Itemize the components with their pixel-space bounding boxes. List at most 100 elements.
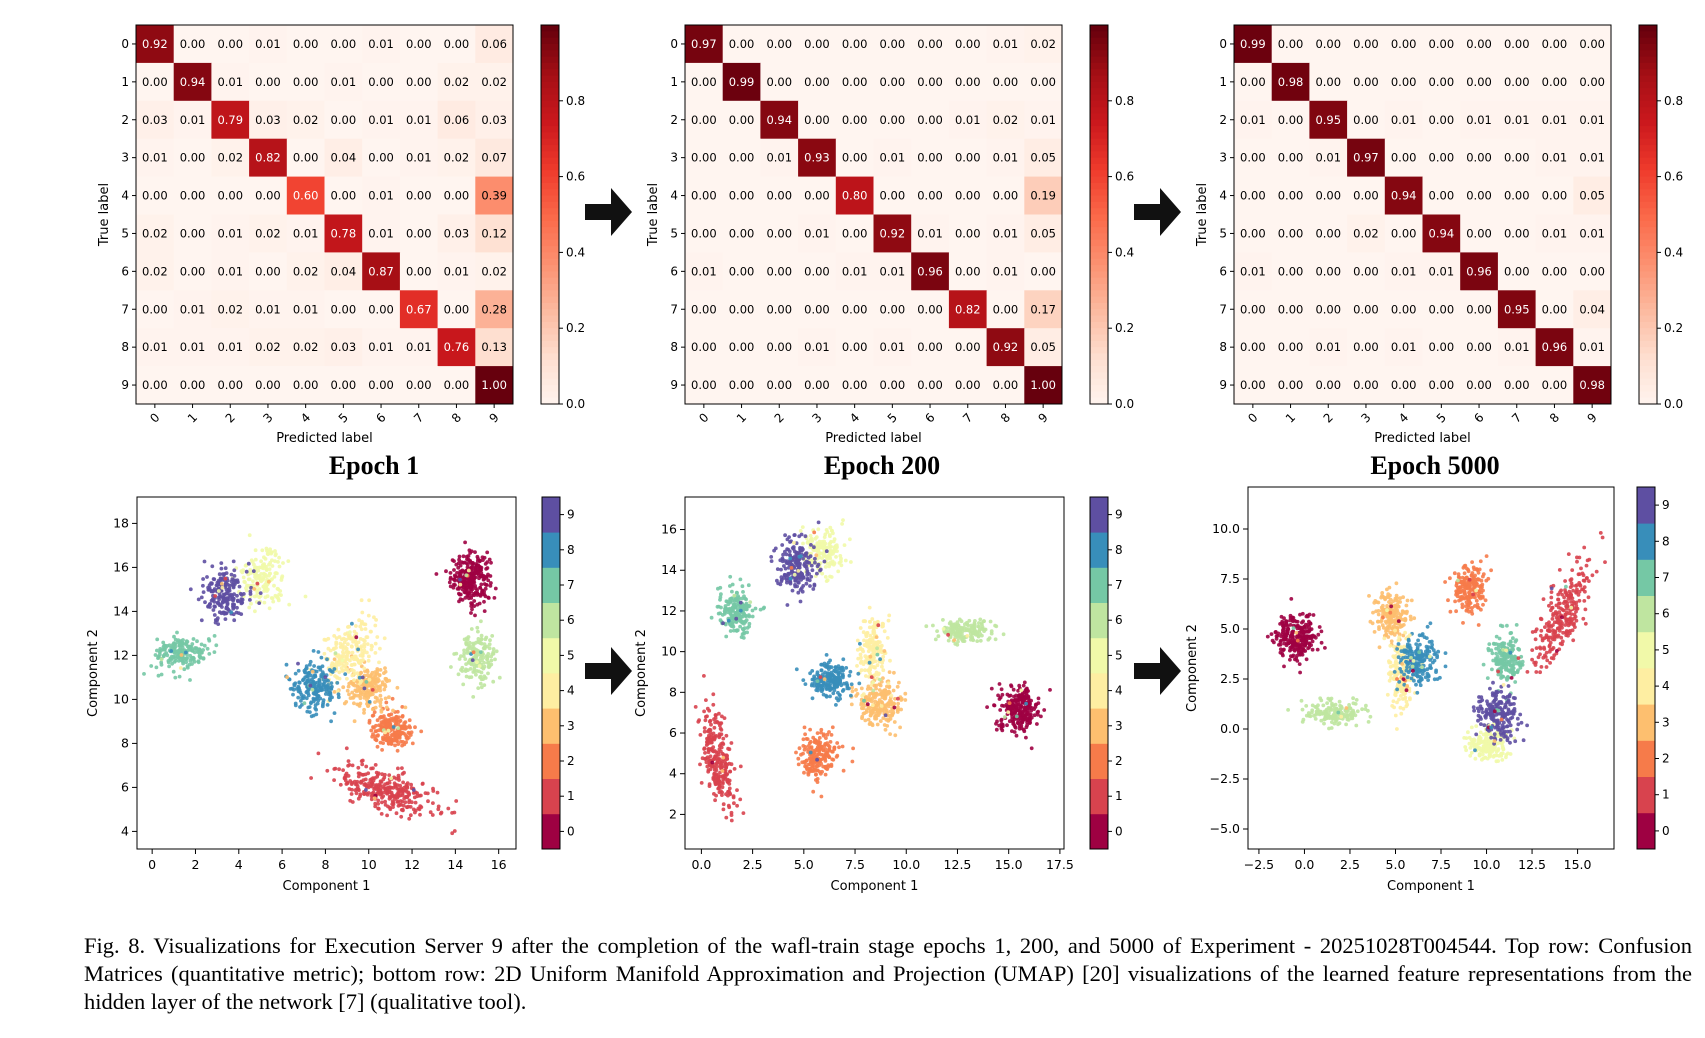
- scatter-point: [220, 585, 225, 590]
- scatter-point: [880, 691, 885, 696]
- scatter-point: [454, 651, 459, 656]
- scatter-point: [946, 638, 951, 643]
- heatmap-cell: [1384, 176, 1423, 215]
- arrow-top-right: [1134, 188, 1181, 236]
- scatter-point: [222, 596, 227, 601]
- cell-value-label: 0.00: [1391, 226, 1417, 240]
- colorbar-segment: [1639, 385, 1657, 392]
- scatter-point: [729, 741, 734, 745]
- x-tick-label: 5: [336, 410, 351, 425]
- colorbar-segment: [541, 113, 559, 121]
- colorbar-segment: [541, 372, 559, 380]
- scatter-point: [849, 560, 853, 564]
- scatter-point: [408, 805, 413, 809]
- scatter-point: [303, 670, 307, 675]
- scatter-point: [709, 722, 713, 727]
- colorbar-segment: [541, 163, 559, 171]
- scatter-point: [886, 618, 891, 623]
- colorbar-segment: [1639, 145, 1657, 152]
- scatter-point: [849, 702, 854, 707]
- scatter-point: [380, 800, 384, 805]
- scatter-point: [220, 581, 224, 586]
- scatter-point: [815, 746, 820, 751]
- cell-value-label: 0.00: [1278, 340, 1304, 354]
- scatter-point: [1020, 720, 1024, 725]
- scatter-point: [359, 781, 363, 785]
- scatter-point: [855, 648, 860, 652]
- heatmap-cell: [760, 366, 799, 405]
- scatter-point: [476, 571, 481, 576]
- scatter-point: [881, 668, 886, 673]
- y-tick-label: 14: [113, 603, 129, 618]
- cell-value-label: 0.60: [293, 189, 319, 203]
- scatter-point: [828, 560, 833, 565]
- cell-value-label: 0.01: [142, 340, 168, 354]
- colorbar-tick-label: 0.6: [1664, 170, 1683, 184]
- scatter-point: [473, 584, 477, 588]
- heatmap-cell: [437, 290, 476, 329]
- cell-value-label: 0.00: [1391, 37, 1417, 51]
- scatter-point: [296, 661, 300, 666]
- scatter-point: [352, 671, 357, 676]
- scatter-point: [469, 627, 474, 631]
- scatter-point: [702, 747, 706, 751]
- colorbar-segment: [541, 126, 559, 133]
- scatter-point: [847, 673, 852, 678]
- cell-value-label: 0.00: [955, 75, 981, 89]
- scatter-point: [868, 633, 873, 638]
- scatter-point: [471, 650, 476, 655]
- scatter-point: [306, 693, 311, 698]
- cell-value-label: 0.01: [1240, 113, 1266, 127]
- scatter-point: [346, 763, 350, 768]
- cell-value-label: 0.00: [691, 226, 717, 240]
- scatter-point: [711, 731, 716, 736]
- heatmap-cell: [475, 25, 514, 64]
- scatter-point: [377, 782, 382, 787]
- scatter-point: [1022, 705, 1027, 710]
- scatter-point: [486, 596, 491, 600]
- scatter-point: [738, 577, 743, 582]
- scatter-point: [465, 557, 469, 562]
- scatter-point: [801, 678, 806, 682]
- scatter-point: [725, 763, 729, 767]
- cell-value-label: 0.00: [444, 189, 470, 203]
- y-tick-label: 9: [121, 378, 129, 392]
- scatter-point: [347, 692, 351, 697]
- scatter-point: [732, 767, 737, 771]
- cell-value-label: 0.00: [1391, 75, 1417, 89]
- heatmap-cell: [1535, 214, 1574, 253]
- colorbar-segment: [541, 353, 559, 361]
- cell-value-label: 0.00: [729, 378, 755, 392]
- heatmap-cell: [1024, 252, 1063, 291]
- cell-value-label: 0.00: [766, 37, 792, 51]
- scatter-point: [879, 647, 883, 652]
- cell-value-label: 0.00: [1429, 340, 1455, 354]
- cell-value-label: 0.03: [331, 340, 357, 354]
- scatter-point: [353, 688, 358, 693]
- scatter-point: [247, 533, 252, 538]
- scatter-point: [862, 638, 866, 643]
- scatter-point: [816, 542, 820, 546]
- scatter-point: [851, 746, 855, 751]
- heatmap-cell: [798, 214, 837, 253]
- heatmap-cell: [911, 25, 950, 64]
- scatter-point: [216, 578, 221, 583]
- scatter-point: [335, 681, 340, 685]
- colorbar-segment: [541, 283, 559, 291]
- heatmap-cell: [136, 100, 175, 140]
- heatmap-cell: [1573, 366, 1612, 405]
- cell-value-label: 0.01: [993, 37, 1019, 51]
- scatter-point: [337, 767, 341, 772]
- y-tick-label: 7: [121, 302, 129, 316]
- scatter-point: [832, 537, 837, 542]
- heatmap-cell: [722, 62, 761, 102]
- colorbar-segment: [541, 359, 559, 367]
- scatter-point: [292, 683, 297, 688]
- heatmap-cell: [286, 290, 325, 329]
- colorbar-segment: [1090, 340, 1108, 348]
- heatmap-cell: [948, 25, 988, 64]
- scatter-point: [729, 818, 734, 823]
- scatter-point: [382, 687, 387, 692]
- scatter-point: [394, 795, 399, 799]
- scatter-point: [704, 698, 708, 702]
